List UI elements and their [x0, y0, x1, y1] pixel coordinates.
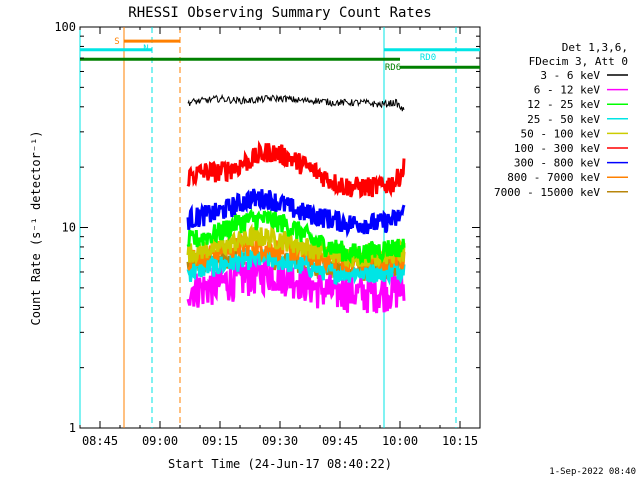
- series-trace: [186, 140, 406, 199]
- flag-label: S: [114, 37, 119, 47]
- flag-label: N: [143, 44, 148, 54]
- series-trace: [186, 256, 406, 314]
- legend-label: 50 - 100 keV: [521, 127, 601, 140]
- x-axis-label: Start Time (24-Jun-17 08:40:22): [168, 457, 392, 471]
- y-tick-label: 10: [62, 221, 76, 235]
- series-trace: [186, 223, 406, 269]
- legend-label: 300 - 800 keV: [514, 157, 600, 170]
- chart-title: RHESSI Observing Summary Count Rates: [128, 5, 431, 21]
- legend-label: 7000 - 15000 keV: [494, 186, 600, 199]
- legend-header-line-1: Det 1,3,6,: [562, 41, 628, 54]
- x-tick-label: 09:00: [142, 434, 178, 448]
- x-tick-label: 09:30: [262, 434, 298, 448]
- legend-label: 800 - 7000 keV: [507, 171, 600, 184]
- legend-label: 3 - 6 keV: [540, 69, 600, 82]
- x-tick-label: 10:00: [382, 434, 418, 448]
- x-tick-label: 09:15: [202, 434, 238, 448]
- legend-header-line-2: FDecim 3, Att 0: [529, 55, 628, 68]
- legend-label: 6 - 12 keV: [534, 84, 601, 97]
- flag-label: RD6: [385, 63, 401, 73]
- y-tick-label: 100: [54, 20, 76, 34]
- footer-timestamp: 1-Sep-2022 08:40: [549, 467, 636, 477]
- series-trace: [186, 188, 406, 239]
- legend-label: 12 - 25 keV: [527, 98, 600, 111]
- series-trace: [186, 245, 406, 286]
- legend-label: 25 - 50 keV: [527, 113, 600, 126]
- x-tick-label: 09:45: [322, 434, 358, 448]
- legend: Det 1,3,6, FDecim 3, Att 0 3 - 6 keV 6 - …: [494, 41, 628, 199]
- series-trace: [186, 207, 406, 266]
- series-trace: [187, 93, 405, 112]
- data-series-group: [186, 93, 406, 314]
- axes: 08:45 09:00 09:15 09:30 09:45 10:00 10:15 1 10 10…: [54, 20, 481, 448]
- time-marker-lines: [79, 27, 457, 428]
- flag-label: RD0: [420, 53, 436, 63]
- y-axis-label: Count Rate (s⁻¹ detector⁻¹): [29, 130, 43, 325]
- legend-label: 100 - 300 keV: [514, 142, 600, 155]
- x-tick-label: 08:45: [82, 434, 118, 448]
- y-tick-label: 1: [69, 421, 76, 435]
- x-tick-label: 10:15: [442, 434, 478, 448]
- plot-frame: [79, 26, 481, 429]
- flag-bars: S N RD0 RD6: [80, 37, 480, 73]
